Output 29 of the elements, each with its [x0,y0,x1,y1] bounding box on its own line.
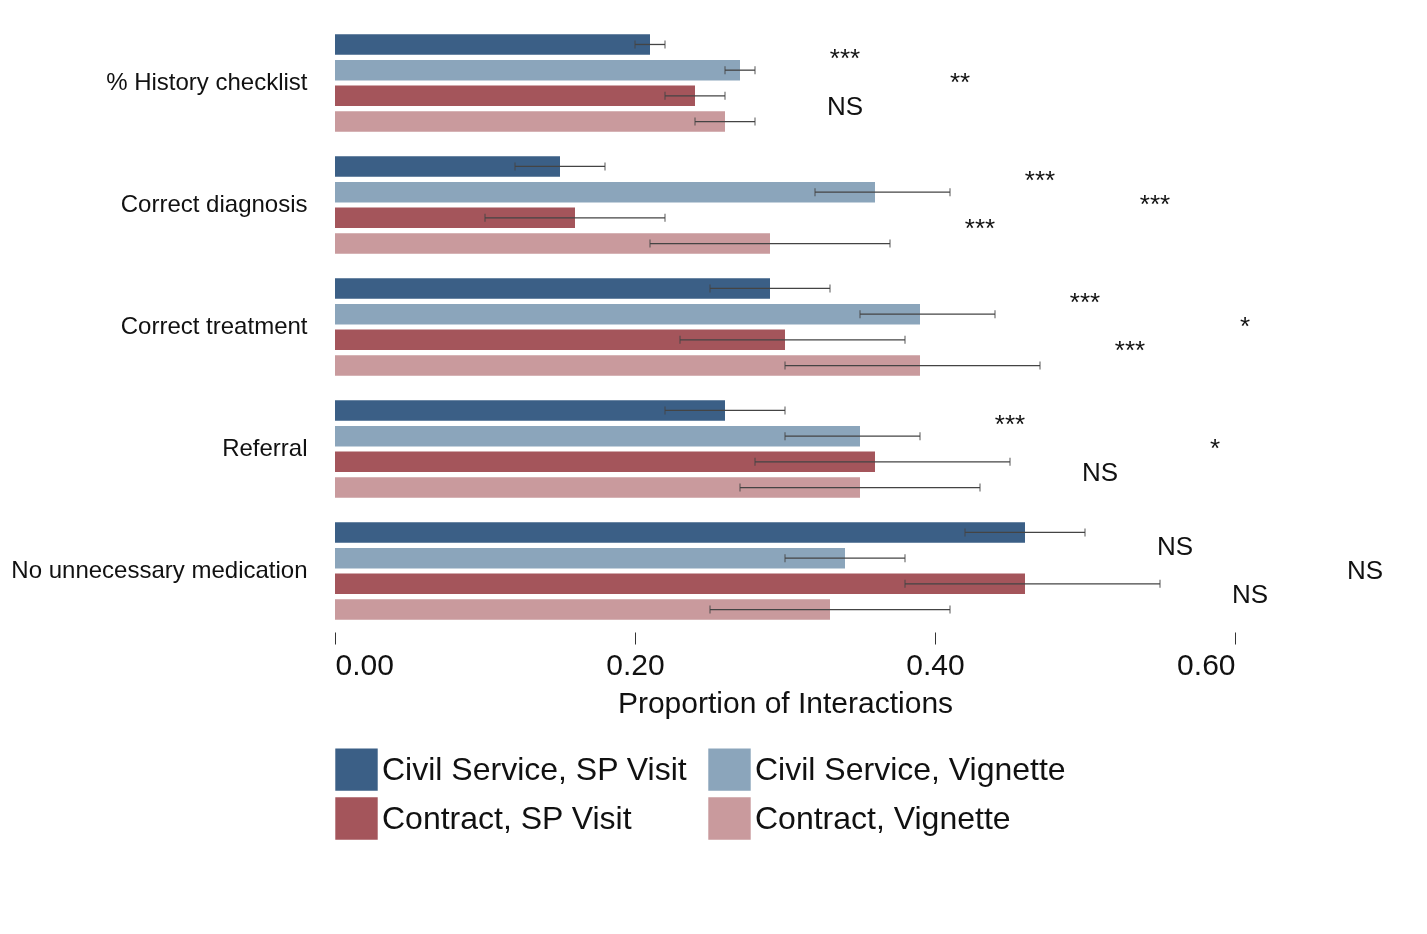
legend-label: Contract, Vignette [755,799,1011,836]
annotation: NS [1156,530,1194,561]
y-tick-label: No unnecessary medication [11,556,308,583]
annotation: NS [1081,457,1119,488]
y-tick-label: Correct diagnosis [120,190,308,217]
annotation: NS [826,91,864,122]
x-tick-label: 0.40 [906,647,965,681]
annotation: NS [1231,579,1269,610]
legend-label: Civil Service, SP Visit [382,750,687,787]
x-axis-title: Proportion of Interactions [617,685,954,719]
x-tick-label: 0.00 [335,647,394,681]
annotation: *** [1024,164,1056,195]
legend-label: Contract, SP Visit [382,799,632,836]
annotation: *** [964,213,996,244]
annotation: * [1209,433,1221,463]
text: * [1239,311,1251,341]
y-tick-label: % History checklist [106,68,308,95]
x-tick-label: 0.60 [1177,647,1236,681]
annotation: *** [1069,286,1101,317]
annotation: *** [994,408,1026,439]
annotation: *** [1114,335,1146,366]
y-tick-label: Correct treatment [120,312,308,339]
annotation: *** [1139,189,1171,219]
annotation: *** [829,42,861,73]
annotation: ** [949,67,971,97]
y-tick-label: Referral [222,434,308,461]
x-tick-label: 0.20 [606,647,665,681]
text: NS [1346,555,1384,585]
legend-label: Civil Service, Vignette [755,750,1066,787]
